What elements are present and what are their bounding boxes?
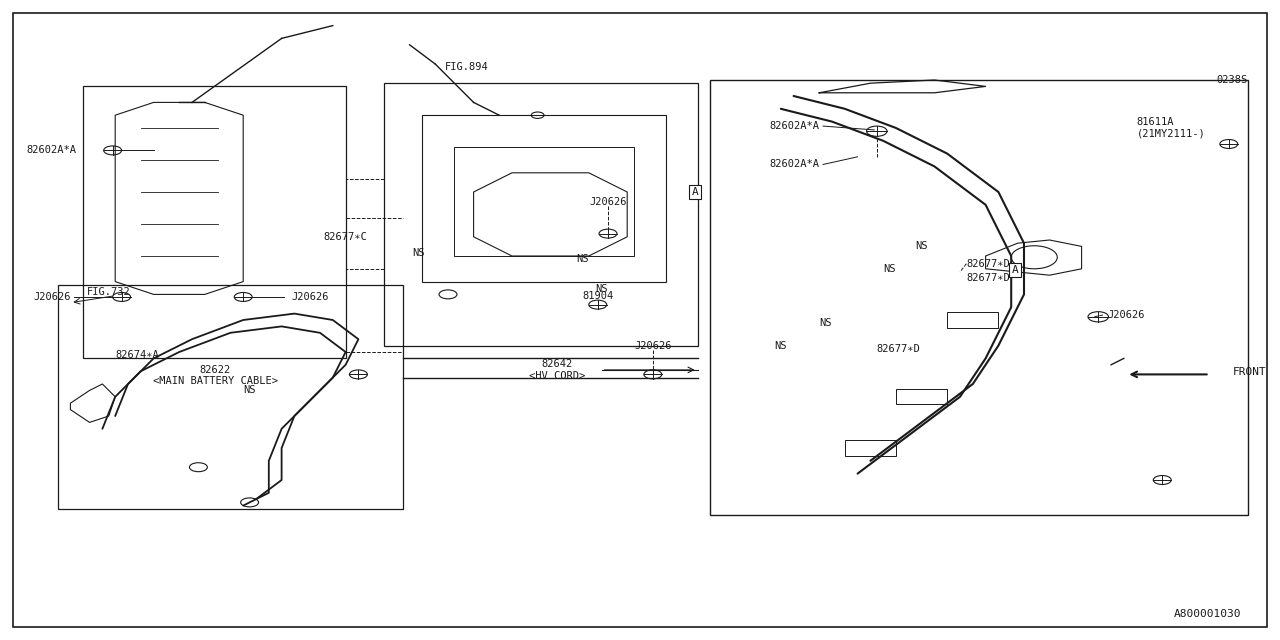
Text: 82674∗A: 82674∗A — [115, 350, 159, 360]
Text: <HV CORD>: <HV CORD> — [529, 371, 585, 381]
Text: 82677∗D: 82677∗D — [966, 259, 1010, 269]
Text: 0238S: 0238S — [1217, 75, 1248, 85]
Text: NS: NS — [915, 241, 928, 252]
Text: 82642: 82642 — [541, 358, 572, 369]
Text: NS: NS — [576, 254, 589, 264]
Text: NS: NS — [412, 248, 425, 258]
Text: A: A — [1011, 265, 1019, 275]
Text: 81611A: 81611A — [1137, 116, 1174, 127]
Text: NS: NS — [819, 318, 832, 328]
Text: NS: NS — [883, 264, 896, 274]
Text: 82677∗D: 82677∗D — [877, 344, 920, 354]
Text: 82622: 82622 — [200, 365, 230, 375]
Text: (21MY2111-): (21MY2111-) — [1137, 128, 1206, 138]
Text: J20626: J20626 — [292, 292, 329, 302]
Text: J20626: J20626 — [634, 340, 672, 351]
Text: FIG.894: FIG.894 — [445, 62, 489, 72]
Text: 82677∗C: 82677∗C — [324, 232, 367, 242]
Text: NS: NS — [595, 284, 608, 294]
Text: 82602A*A: 82602A*A — [769, 121, 819, 131]
Text: FRONT: FRONT — [1233, 367, 1266, 378]
Text: J20626: J20626 — [589, 196, 627, 207]
Text: 82677∗D: 82677∗D — [966, 273, 1010, 284]
Text: J20626: J20626 — [33, 292, 70, 302]
Text: NS: NS — [243, 385, 256, 396]
Text: NS: NS — [774, 340, 787, 351]
Text: A800001030: A800001030 — [1174, 609, 1242, 620]
Text: FIG.732: FIG.732 — [87, 287, 131, 298]
Text: 82602A*A: 82602A*A — [27, 145, 77, 156]
Text: <MAIN BATTERY CABLE>: <MAIN BATTERY CABLE> — [152, 376, 278, 386]
Text: 81904: 81904 — [582, 291, 613, 301]
Text: A: A — [691, 187, 699, 197]
Text: J20626: J20626 — [1107, 310, 1144, 320]
Text: 82602A*A: 82602A*A — [769, 159, 819, 170]
